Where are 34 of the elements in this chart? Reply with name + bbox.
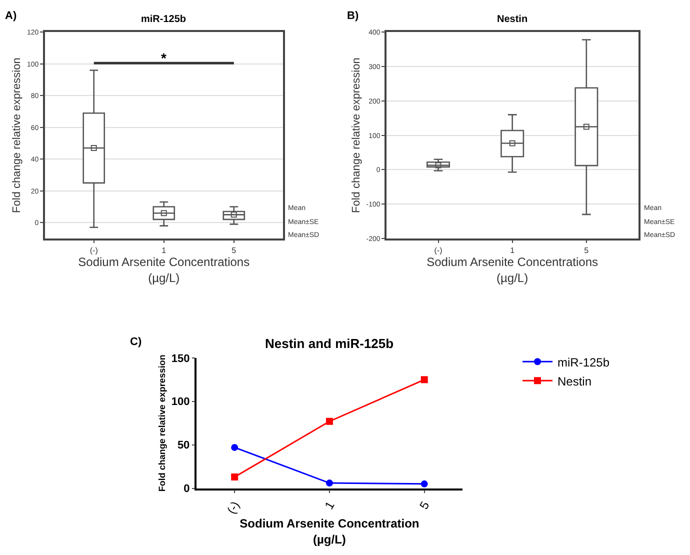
y-tick-label: 0 xyxy=(184,483,190,496)
y-axis-title: Fold change relative expression xyxy=(350,58,362,213)
text: C) xyxy=(130,336,142,348)
x-tick-label: 1 xyxy=(510,246,516,255)
chart-title: miR-125b xyxy=(141,14,186,25)
point xyxy=(326,480,333,487)
y-tick-label: 150 xyxy=(171,352,190,365)
chart-title: Nestin and miR-125b xyxy=(265,336,394,351)
x-axis-title: Sodium Arsenite Concentration (µg/L) xyxy=(240,516,420,546)
x-tick-label: (-) xyxy=(434,246,443,255)
legend-label: Nestin xyxy=(558,374,592,388)
chart-title: Nestin xyxy=(497,14,528,25)
x-tick-label: 5 xyxy=(584,246,590,255)
point xyxy=(231,444,238,451)
point xyxy=(231,473,238,480)
y-axis-title: Fold change relative expression xyxy=(11,58,24,213)
text: B) xyxy=(347,10,359,22)
legend-label: miR-125b xyxy=(558,355,610,370)
y-tick-label: 100 xyxy=(171,396,190,408)
x-tick-label: 5 xyxy=(416,498,432,512)
x-tick-label: (-) xyxy=(90,246,98,255)
y-tick-label: 50 xyxy=(177,440,190,452)
x-axis-title: Sodium Arsenite Concentrations (µg/L) xyxy=(426,255,598,285)
x-tick-label: 1 xyxy=(162,246,167,255)
point xyxy=(420,480,428,488)
x-axis-title: Sodium Arsenite Concentrations (µg/L) xyxy=(78,255,250,285)
point xyxy=(420,376,428,384)
point xyxy=(326,418,333,425)
x-tick-label: 1 xyxy=(322,498,338,512)
y-axis-title: Fold change relative expression xyxy=(157,354,168,492)
annotation: * xyxy=(161,50,167,66)
text: A) xyxy=(5,10,17,22)
x-tick-label: 5 xyxy=(232,246,237,255)
x-tick-label: (-) xyxy=(224,498,242,516)
